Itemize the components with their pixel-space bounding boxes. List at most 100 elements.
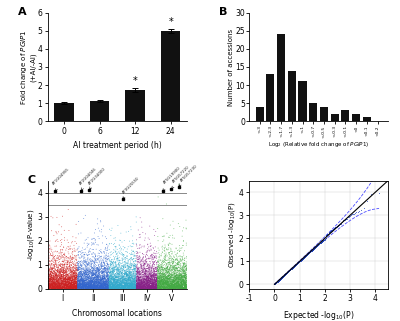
- Point: [58, 285, 65, 290]
- Point: [285, 269, 291, 274]
- Point: [272, 281, 278, 286]
- Point: [88, 242, 95, 247]
- Point: [288, 266, 294, 272]
- Point: [296, 259, 302, 264]
- Point: [94, 242, 100, 247]
- Point: [279, 274, 286, 280]
- Point: [176, 268, 182, 273]
- Point: [95, 281, 101, 286]
- Point: [144, 279, 150, 284]
- Point: [294, 261, 301, 266]
- Point: [94, 276, 101, 281]
- Point: [276, 278, 282, 283]
- Point: [279, 275, 285, 280]
- Point: [283, 271, 290, 276]
- Point: [273, 281, 279, 286]
- Point: [66, 276, 72, 281]
- Point: [271, 282, 278, 287]
- Point: [277, 276, 284, 282]
- Point: [284, 270, 290, 275]
- Point: [74, 284, 81, 289]
- Point: [286, 267, 293, 273]
- Point: [282, 272, 288, 277]
- Point: [81, 281, 88, 286]
- Point: [282, 271, 289, 276]
- Point: [291, 264, 297, 269]
- Point: [72, 282, 79, 288]
- Point: [287, 267, 294, 272]
- Point: [278, 276, 284, 281]
- Point: [295, 260, 301, 265]
- Point: [129, 284, 136, 289]
- Point: [300, 255, 307, 260]
- Point: [296, 259, 302, 265]
- Point: [148, 265, 154, 271]
- Point: [282, 272, 288, 277]
- Point: [81, 240, 87, 246]
- Point: [283, 271, 289, 276]
- Point: [272, 281, 279, 286]
- Point: [104, 261, 111, 266]
- Point: [107, 282, 114, 287]
- Point: [111, 285, 117, 291]
- Point: [273, 280, 280, 285]
- Point: [272, 281, 279, 286]
- Point: [71, 284, 78, 289]
- Point: [68, 280, 74, 285]
- Point: [274, 279, 280, 284]
- Point: [272, 281, 278, 286]
- Point: [46, 266, 52, 271]
- Point: [287, 267, 293, 272]
- Point: [114, 282, 120, 287]
- Point: [164, 279, 171, 284]
- Point: [280, 274, 286, 279]
- Point: [276, 278, 282, 283]
- Point: [64, 267, 70, 273]
- Point: [118, 261, 125, 266]
- Point: [274, 280, 280, 285]
- Point: [278, 276, 284, 281]
- Point: [170, 278, 176, 283]
- Point: [290, 265, 296, 270]
- Point: [296, 259, 302, 265]
- Point: [309, 247, 316, 253]
- Point: [285, 269, 292, 274]
- Point: [101, 280, 107, 285]
- Point: [134, 281, 140, 286]
- Point: [109, 286, 116, 291]
- Point: [157, 280, 163, 285]
- Point: [97, 254, 103, 259]
- Point: [274, 280, 280, 285]
- Point: [105, 282, 111, 287]
- Point: [48, 263, 54, 268]
- Point: [148, 271, 155, 276]
- Point: [84, 259, 90, 264]
- Point: [141, 282, 148, 287]
- Point: [280, 273, 286, 279]
- Point: [52, 281, 58, 286]
- Point: [88, 275, 94, 280]
- Point: [45, 281, 52, 286]
- Point: [119, 271, 125, 276]
- Point: [148, 247, 154, 252]
- Point: [278, 276, 284, 281]
- Point: [299, 256, 306, 261]
- Point: [272, 282, 278, 287]
- Point: [312, 245, 319, 250]
- Point: [128, 276, 134, 282]
- Point: [272, 281, 278, 286]
- Point: [283, 271, 290, 276]
- Point: [105, 276, 111, 282]
- Point: [112, 282, 118, 288]
- Point: [172, 274, 178, 280]
- Point: [174, 286, 181, 291]
- Point: [111, 282, 118, 287]
- Point: [286, 268, 292, 273]
- Point: [88, 284, 95, 290]
- Point: [63, 273, 70, 278]
- Point: [179, 285, 185, 290]
- Point: [293, 261, 300, 266]
- Point: [68, 278, 74, 283]
- Point: [275, 279, 281, 284]
- Point: [106, 281, 113, 286]
